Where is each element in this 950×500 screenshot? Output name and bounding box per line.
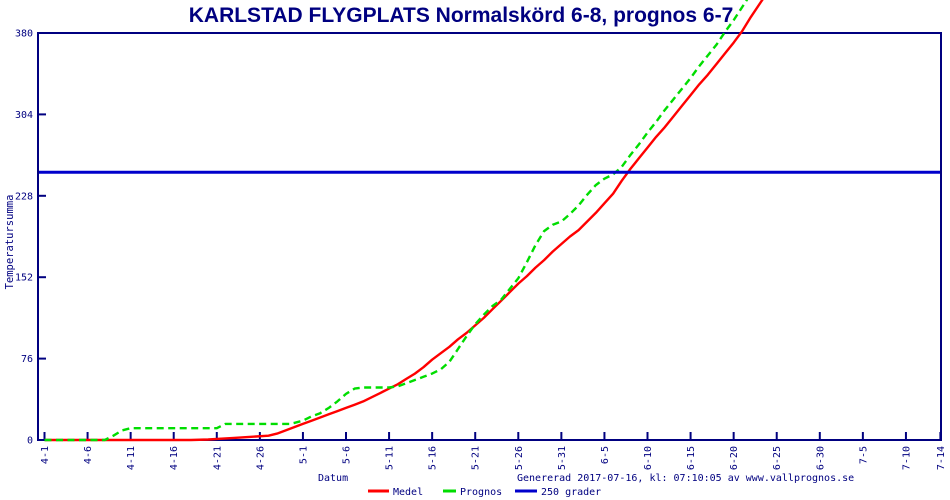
series-medel [44, 0, 764, 442]
legend-label-medel: Medel [393, 487, 423, 498]
x-tick-label: 4-11 [126, 446, 137, 470]
y-tick-label: 304 [15, 110, 33, 121]
chart-title: KARLSTAD FLYGPLATS Normalskörd 6-8, prog… [189, 4, 734, 27]
x-tick-label: 4-26 [255, 446, 266, 470]
x-tick-label: 5-16 [428, 446, 439, 470]
plot-frame [37, 32, 942, 441]
y-axis-title: Temperatursumma [4, 195, 16, 290]
x-tick-label: 6-15 [686, 446, 697, 470]
y-tick-label: 76 [21, 354, 33, 365]
series-prognos [44, 0, 749, 442]
y-tick-label: 380 [15, 29, 33, 40]
y-tick-label: 228 [15, 191, 33, 202]
x-tick-label: 5-6 [342, 446, 353, 464]
generated-note: Genererad 2017-07-16, kl: 07:10:05 av ww… [517, 473, 854, 484]
x-tick-label: 5-11 [385, 446, 396, 470]
x-tick-label: 6-25 [772, 446, 783, 470]
y-tick-label: 0 [27, 436, 33, 447]
legend: Medel Prognos 250 grader [368, 487, 601, 498]
x-tick-label: 6-10 [643, 446, 654, 470]
x-tick-label: 5-21 [471, 446, 482, 470]
x-tick-label: 5-31 [557, 446, 568, 470]
x-tick-label: 5-26 [514, 446, 525, 470]
x-axis-title: Datum [318, 473, 348, 484]
x-tick-label: 6-30 [815, 446, 826, 470]
x-tick-label: 6-20 [729, 446, 740, 470]
x-tick-label: 6-5 [600, 446, 611, 464]
legend-label-prognos: Prognos [460, 487, 502, 498]
x-tick-label: 7-10 [901, 446, 912, 470]
x-tick-label: 4-1 [40, 446, 51, 464]
y-tick-label: 152 [15, 273, 33, 284]
x-tick-label: 5-1 [298, 446, 309, 464]
x-tick-label: 4-16 [169, 446, 180, 470]
legend-label-250-grader: 250 grader [541, 487, 601, 498]
x-tick-label: 7-5 [858, 446, 869, 464]
x-tick-label: 4-21 [212, 446, 223, 470]
x-tick-label: 7-14 [936, 446, 947, 470]
x-tick-label: 4-6 [83, 446, 94, 464]
